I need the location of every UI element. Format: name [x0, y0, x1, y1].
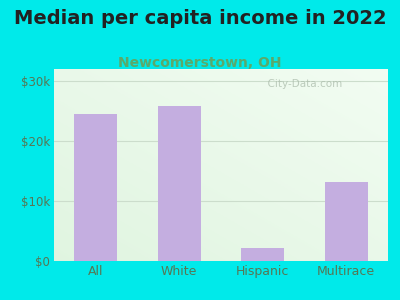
Bar: [324, 182, 368, 261]
Text: Median per capita income in 2022: Median per capita income in 2022: [14, 9, 386, 28]
Text: Newcomerstown, OH: Newcomerstown, OH: [118, 56, 282, 70]
Bar: [158, 106, 201, 261]
Bar: [74, 114, 118, 261]
Bar: [241, 248, 284, 261]
Text: City-Data.com: City-Data.com: [261, 79, 342, 88]
